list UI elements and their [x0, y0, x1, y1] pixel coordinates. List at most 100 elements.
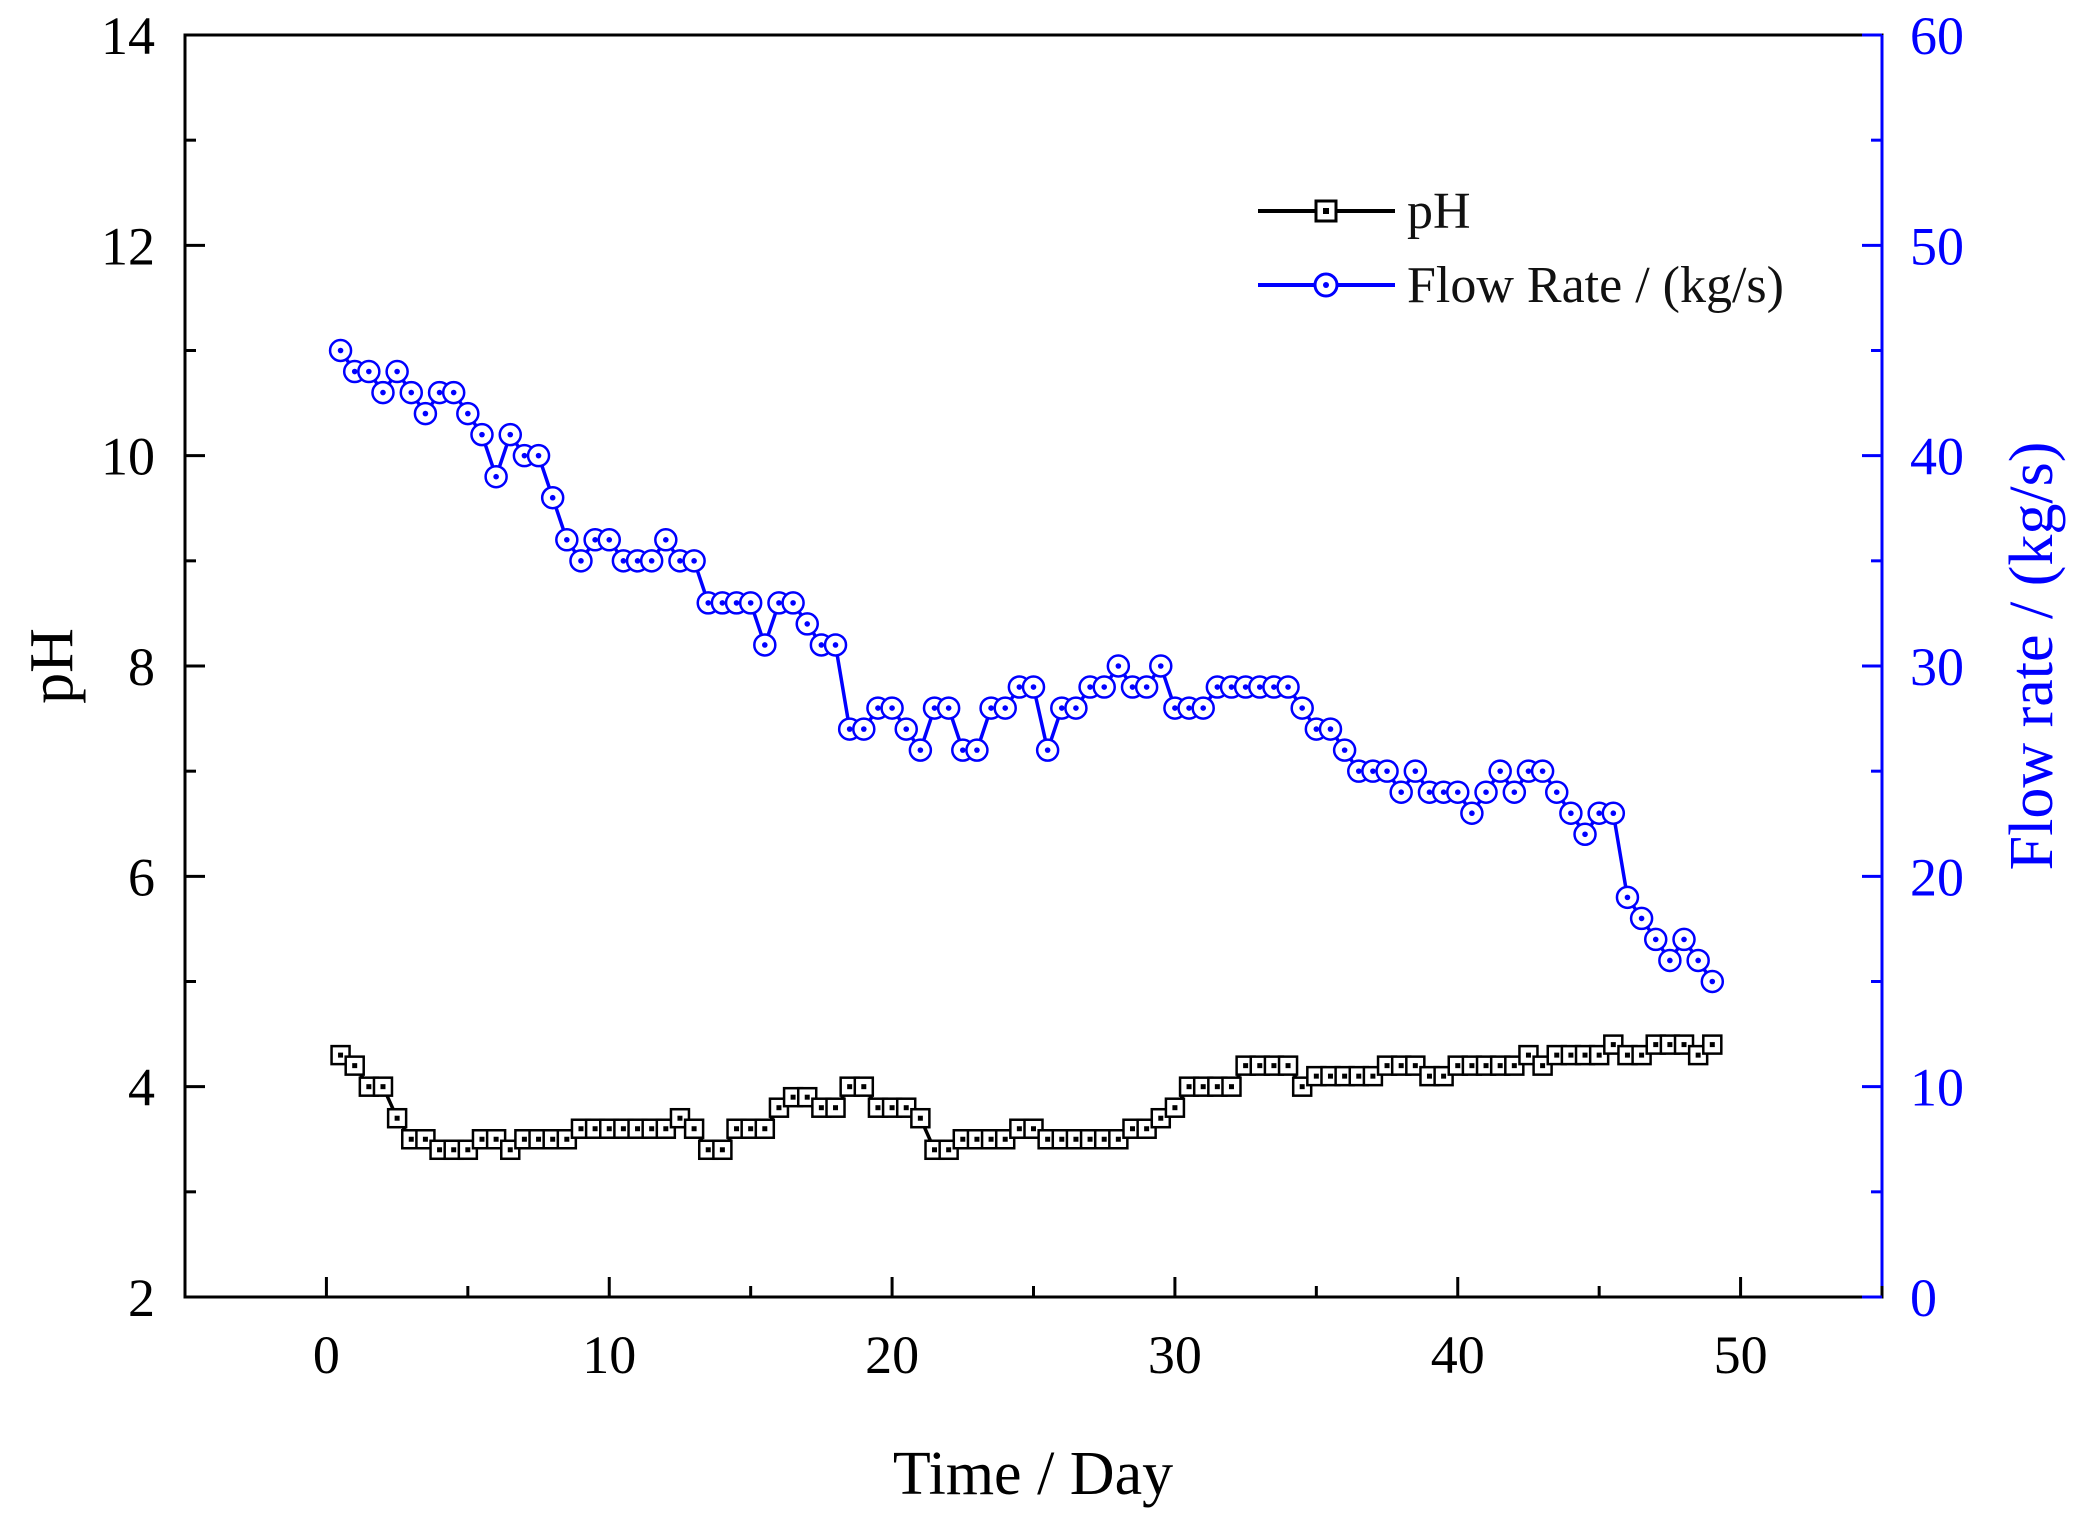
flow-data-point-dot — [1525, 768, 1532, 774]
ph-data-point-dot — [1002, 1136, 1008, 1142]
flow-data-point-dot — [1087, 684, 1093, 690]
flow-data-point-dot — [1242, 684, 1249, 690]
y-left-tick-label: 8 — [128, 637, 155, 697]
ph-data-point-dot — [833, 1105, 839, 1111]
ph-data-point-dot — [521, 1136, 527, 1142]
ph-data-point-dot — [1582, 1052, 1588, 1058]
ph-data-point-dot — [790, 1094, 796, 1100]
flow-data-point-dot — [606, 537, 613, 543]
ph-data-point-dot — [479, 1136, 485, 1142]
ph-data-point-dot — [861, 1084, 867, 1090]
flow-data-point-dot — [747, 600, 754, 606]
ph-data-point-dot — [1624, 1052, 1630, 1058]
ph-data-point-dot — [1568, 1052, 1574, 1058]
flow-data-point-dot — [1157, 663, 1164, 669]
ph-data-point-dot — [1596, 1052, 1602, 1058]
flow-data-point-dot — [1355, 768, 1362, 774]
flow-data-point-dot — [762, 642, 768, 648]
flow-data-point-dot — [422, 410, 429, 417]
ph-data-point-dot — [1031, 1126, 1036, 1132]
ph-data-point-dot — [818, 1105, 824, 1111]
ph-data-point-dot — [1441, 1073, 1447, 1079]
flow-data-point-dot — [1539, 768, 1546, 774]
ph-data-point-dot — [1087, 1136, 1093, 1142]
ph-data-point-dot — [1412, 1063, 1418, 1069]
x-tick-label: 30 — [1148, 1325, 1202, 1385]
flow-data-point-dot — [1483, 789, 1489, 795]
flow-data-point-dot — [1228, 684, 1235, 690]
ph-data-point-dot — [1469, 1063, 1475, 1069]
y-right-tick-label: 0 — [1910, 1268, 1937, 1328]
ph-data-point-dot — [734, 1126, 740, 1132]
ph-data-point-dot — [649, 1126, 655, 1132]
flow-data-point-dot — [351, 368, 358, 375]
ph-data-point-dot — [536, 1136, 542, 1142]
ph-data-point-dot — [1483, 1063, 1489, 1069]
ph-data-point-dot — [1115, 1136, 1121, 1142]
legend-flow-label: Flow Rate / (kg/s) — [1407, 257, 1784, 314]
flow-data-point-dot — [1044, 747, 1051, 753]
flow-data-point-dot — [861, 726, 867, 732]
y-right-tick-label: 20 — [1910, 847, 1964, 907]
ph-data-point-dot — [422, 1136, 428, 1142]
ph-data-point-dot — [917, 1115, 923, 1121]
ph-data-point-dot — [663, 1126, 669, 1132]
flow-data-point-dot — [507, 431, 514, 438]
flow-data-point-dot — [1582, 831, 1588, 838]
flow-data-point-dot — [1030, 684, 1037, 690]
ph-data-point-dot — [1540, 1063, 1546, 1069]
ph-data-point-dot — [1285, 1063, 1291, 1069]
ph-data-point-dot — [960, 1136, 966, 1142]
flow-data-point-dot — [1638, 915, 1645, 922]
ph-data-point-dot — [1426, 1073, 1432, 1079]
flow-data-point-dot — [1384, 768, 1390, 774]
flow-data-point-dot — [931, 705, 938, 711]
flow-data-point-dot — [889, 705, 895, 711]
ph-data-point-dot — [1356, 1073, 1362, 1079]
flow-data-point-dot — [1341, 747, 1348, 753]
ph-data-point-dot — [1200, 1084, 1206, 1090]
ph-data-point-dot — [1299, 1084, 1305, 1090]
flow-data-point-dot — [549, 494, 556, 501]
y-right-tick-label: 50 — [1910, 216, 1964, 276]
flow-data-point-dot — [535, 452, 542, 459]
series-layer — [328, 338, 1725, 1161]
ph-data-point-dot — [1455, 1063, 1461, 1069]
flow-data-point-dot — [648, 558, 655, 564]
flow-data-point-dot — [436, 389, 443, 396]
flow-data-point-dot — [1709, 978, 1716, 985]
flow-data-point-dot — [1058, 705, 1065, 711]
ph-data-point-dot — [748, 1126, 754, 1132]
flow-data-point-dot — [733, 600, 740, 606]
ph-data-point-dot — [804, 1094, 810, 1100]
y-left-tick-label: 14 — [101, 6, 155, 66]
ph-data-point-dot — [550, 1136, 556, 1142]
ph-data-point-dot — [705, 1147, 711, 1153]
flow-data-point-dot — [719, 600, 726, 606]
ph-data-point-dot — [1667, 1042, 1673, 1048]
ph-data-point-dot — [1370, 1073, 1376, 1079]
ph-data-point-dot — [1398, 1063, 1404, 1069]
flow-data-point-dot — [1610, 810, 1617, 817]
flow-data-point-dot — [337, 347, 344, 354]
flow-data-point-dot — [988, 705, 994, 711]
ph-data-point-dot — [776, 1105, 782, 1111]
ph-data-point-dot — [1129, 1126, 1135, 1132]
flow-data-point-dot — [1115, 663, 1122, 669]
flow-data-point-dot — [1652, 936, 1659, 943]
ph-data-point-dot — [946, 1147, 952, 1153]
ph-data-point-dot — [1653, 1042, 1659, 1048]
flow-data-point-dot — [450, 389, 457, 396]
y-right-tick-label: 30 — [1910, 637, 1964, 697]
flow-data-point-dot — [903, 726, 910, 732]
ph-data-point-dot — [719, 1147, 725, 1153]
flow-data-point-dot — [380, 389, 386, 396]
ph-data-point-dot — [1271, 1063, 1277, 1069]
ph-data-point-dot — [437, 1147, 443, 1153]
legend-flow-marker-dot — [1323, 282, 1329, 288]
flow-data-point-dot — [1440, 789, 1447, 795]
ph-data-point-dot — [1554, 1052, 1560, 1058]
flow-data-point-dot — [1667, 957, 1673, 964]
flow-data-point-dot — [691, 558, 697, 564]
